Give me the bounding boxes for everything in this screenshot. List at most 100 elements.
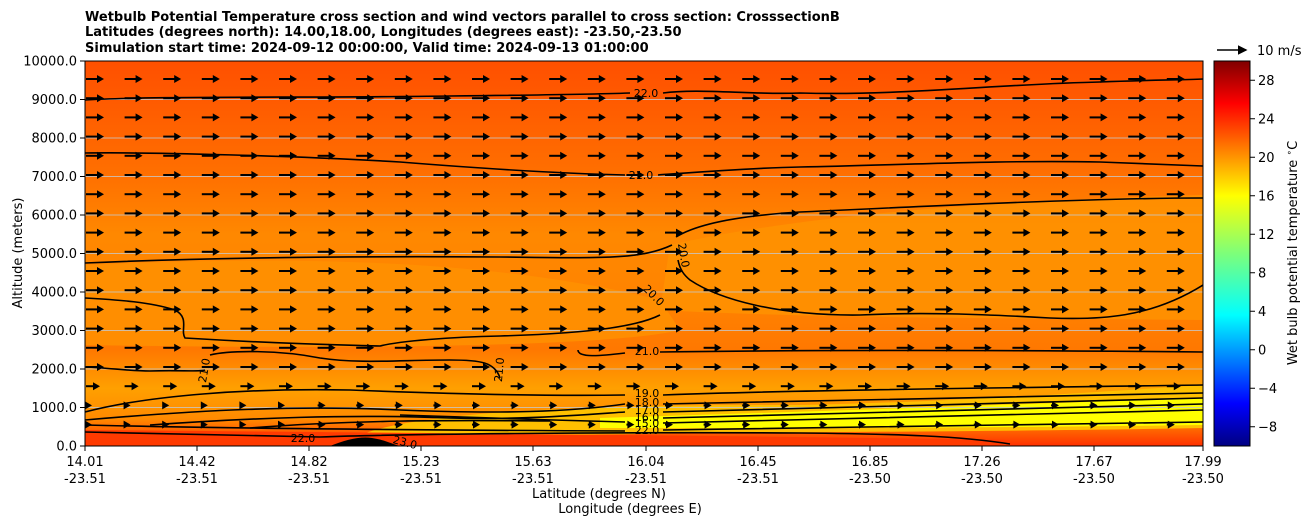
x-tick-label-lat: 17.99 bbox=[1184, 455, 1221, 470]
wind-arrow-icon bbox=[510, 209, 529, 218]
wind-arrow-icon bbox=[896, 94, 915, 103]
wind-arrow-icon bbox=[433, 209, 452, 218]
wind-arrow-icon bbox=[472, 286, 490, 295]
wind-arrow-icon bbox=[819, 401, 828, 410]
wind-arrow-icon bbox=[201, 228, 220, 237]
wind-arrow-icon bbox=[1051, 267, 1069, 275]
wind-arrow-icon bbox=[858, 113, 876, 122]
wind-arrow-icon bbox=[163, 75, 182, 83]
wind-arrow-icon bbox=[279, 382, 293, 391]
wind-arrow-icon bbox=[626, 363, 645, 371]
wind-arrow-icon bbox=[86, 343, 104, 352]
wind-arrow-icon bbox=[472, 305, 490, 314]
wind-arrow-icon bbox=[819, 305, 838, 314]
wind-arrow-icon bbox=[665, 382, 679, 391]
wind-arrow-icon bbox=[819, 420, 828, 429]
wind-arrow-icon bbox=[394, 401, 403, 410]
wind-arrow-icon bbox=[356, 132, 375, 141]
wind-arrow-icon bbox=[587, 401, 596, 410]
wind-arrow-icon bbox=[163, 363, 182, 371]
wind-arrow-icon bbox=[279, 132, 297, 141]
wind-arrow-icon bbox=[1012, 209, 1031, 218]
x-tick-label-lon: -23.51 bbox=[737, 472, 779, 487]
wind-arrow-icon bbox=[279, 324, 297, 333]
wind-arrow-icon bbox=[86, 305, 104, 314]
wind-arrow-icon bbox=[201, 132, 220, 141]
wind-arrow-icon bbox=[1166, 209, 1185, 218]
contour-lines bbox=[85, 78, 1203, 445]
wind-arrow-icon bbox=[472, 151, 490, 160]
wind-arrow-icon bbox=[780, 363, 799, 371]
wind-arrow-icon bbox=[1012, 228, 1031, 237]
y-tick-label: 8000.0 bbox=[32, 132, 78, 147]
wind-arrow-icon bbox=[1012, 190, 1031, 199]
wind-arrow-icon bbox=[124, 94, 143, 103]
wind-arrow-icon bbox=[896, 132, 915, 141]
wind-arrow-icon bbox=[665, 113, 683, 122]
wind-arrow-icon bbox=[123, 420, 131, 429]
wind-arrow-icon bbox=[85, 401, 92, 410]
wind-arrow-icon bbox=[973, 132, 992, 141]
quiver-key-label: 10 m/s bbox=[1257, 44, 1302, 59]
wind-arrow-icon bbox=[973, 363, 992, 371]
wind-arrow-icon bbox=[587, 113, 606, 122]
wind-arrow-icon bbox=[86, 171, 104, 179]
wind-arrow-icon bbox=[1051, 94, 1069, 103]
wind-arrow-icon bbox=[1128, 171, 1147, 179]
wind-arrow-icon bbox=[819, 286, 838, 295]
wind-arrow-icon bbox=[1089, 247, 1108, 256]
wind-arrow-icon bbox=[394, 363, 413, 371]
wind-arrow-icon bbox=[703, 94, 722, 103]
contour-21-upper bbox=[85, 152, 1203, 176]
wind-arrow-icon bbox=[626, 343, 645, 352]
wind-arrow-icon bbox=[1128, 305, 1147, 314]
wind-arrow-icon bbox=[742, 305, 761, 314]
wind-arrow-icon bbox=[858, 420, 866, 429]
colorbar-tick-label: −4 bbox=[1258, 382, 1277, 397]
wind-arrow-icon bbox=[858, 286, 876, 295]
wind-arrow-icon bbox=[896, 75, 915, 83]
wind-arrow-icon bbox=[665, 324, 683, 333]
wind-arrow-icon bbox=[86, 94, 104, 103]
wind-arrow-icon bbox=[780, 113, 799, 122]
terrain bbox=[330, 437, 400, 446]
wind-arrow-icon bbox=[240, 305, 259, 314]
wind-arrow-icon bbox=[124, 363, 143, 371]
wind-arrow-icon bbox=[1128, 324, 1147, 333]
wind-arrow-icon bbox=[819, 75, 838, 83]
wind-arrow-icon bbox=[703, 324, 722, 333]
wind-arrow-icon bbox=[317, 228, 336, 237]
wind-arrow-icon bbox=[1166, 420, 1175, 429]
wind-arrow-icon bbox=[1051, 132, 1069, 141]
wind-arrow-icon bbox=[163, 151, 182, 160]
wind-arrow-icon bbox=[394, 209, 413, 218]
wind-arrow-icon bbox=[240, 171, 259, 179]
wind-arrow-icon bbox=[858, 324, 876, 333]
wind-arrow-icon bbox=[433, 324, 452, 333]
colorbar-gradient bbox=[1213, 60, 1251, 447]
contour-label-22-lower: 22.0 bbox=[635, 424, 660, 437]
wind-arrow-icon bbox=[626, 286, 645, 295]
wind-arrow-icon bbox=[510, 151, 529, 160]
wind-arrow-icon bbox=[1128, 113, 1147, 122]
contour-label-19: 19.0 bbox=[635, 387, 660, 400]
wind-arrow-icon bbox=[472, 401, 480, 410]
wind-arrow-icon bbox=[510, 113, 529, 122]
wind-arrow-icon bbox=[703, 267, 722, 275]
wind-arrow-icon bbox=[742, 113, 761, 122]
contour-label-21-left: 21.0 bbox=[196, 357, 213, 383]
wind-arrow-icon bbox=[1051, 305, 1069, 314]
wind-arrow-icon bbox=[742, 382, 757, 391]
wind-arrow-icon bbox=[394, 228, 413, 237]
wind-arrow-icon bbox=[279, 94, 297, 103]
wind-arrow-icon bbox=[896, 305, 915, 314]
wind-arrow-icon bbox=[163, 382, 178, 391]
wind-arrow-icon bbox=[317, 305, 336, 314]
wind-arrow-icon bbox=[356, 228, 375, 237]
wind-arrow-icon bbox=[819, 363, 838, 371]
wind-arrow-icon bbox=[317, 171, 336, 179]
wind-arrow-icon bbox=[201, 247, 220, 256]
wind-arrow-icon bbox=[935, 209, 954, 218]
contour-20-right bbox=[677, 259, 1203, 320]
wind-arrow-icon bbox=[1051, 171, 1069, 179]
